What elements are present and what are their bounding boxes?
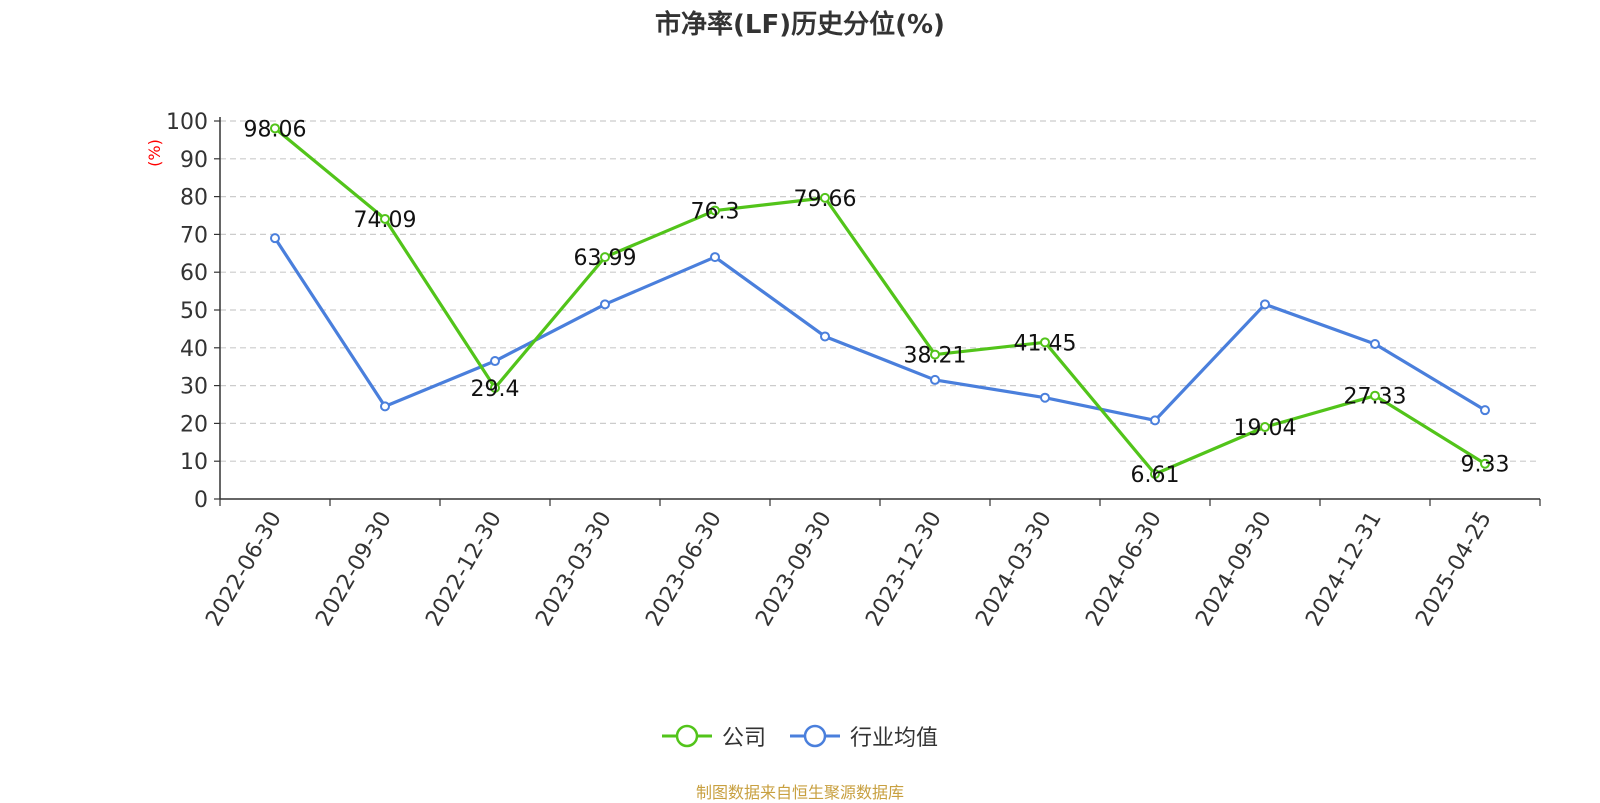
data-label: 98.06 xyxy=(244,117,307,142)
x-tick-label: 2022-06-30 xyxy=(201,507,287,630)
data-point[interactable] xyxy=(1370,390,1380,401)
data-point[interactable] xyxy=(1040,337,1050,348)
data-point[interactable] xyxy=(710,252,720,263)
y-tick-label: 60 xyxy=(180,261,208,286)
x-tick-label: 2024-12-31 xyxy=(1301,507,1387,630)
y-tick-label: 20 xyxy=(180,412,208,437)
data-label: 6.61 xyxy=(1131,463,1180,488)
data-point[interactable] xyxy=(820,192,830,203)
data-point[interactable] xyxy=(1150,469,1160,480)
grid-lines xyxy=(220,120,1540,462)
y-tick-label: 100 xyxy=(166,110,208,135)
data-label: 9.33 xyxy=(1461,453,1510,478)
legend-symbol xyxy=(661,724,712,748)
data-point[interactable] xyxy=(270,123,280,134)
data-point[interactable] xyxy=(930,349,940,360)
data-point[interactable] xyxy=(1370,339,1380,350)
x-tick-label: 2024-03-30 xyxy=(971,507,1057,630)
y-tick-label: 30 xyxy=(180,375,208,400)
data-point[interactable] xyxy=(1260,422,1270,433)
data-point[interactable] xyxy=(490,356,500,367)
y-axis-label: (%) xyxy=(145,139,164,167)
data-point[interactable] xyxy=(1260,299,1270,310)
y-tick-label: 80 xyxy=(180,186,208,211)
legend-item[interactable]: 公司 xyxy=(661,720,766,752)
data-label: 27.33 xyxy=(1344,385,1407,410)
legend: 公司 行业均值 xyxy=(0,720,1600,752)
y-tick-label: 0 xyxy=(194,488,208,513)
chart-title: 市净率(LF)历史分位(%) xyxy=(655,10,945,40)
y-tick-label: 10 xyxy=(180,450,208,475)
data-point[interactable] xyxy=(930,374,940,385)
y-tick-label: 70 xyxy=(180,223,208,248)
x-tick-label: 2023-09-30 xyxy=(751,507,837,630)
x-tick-label: 2023-03-30 xyxy=(531,507,617,630)
data-label: 41.45 xyxy=(1014,331,1077,356)
data-point[interactable] xyxy=(490,382,500,393)
x-tick-label: 2023-12-30 xyxy=(861,507,947,630)
data-label: 19.04 xyxy=(1234,416,1297,441)
y-tick-label: 90 xyxy=(180,148,208,173)
x-tick-label: 2022-09-30 xyxy=(311,507,397,630)
x-tick-label: 2024-09-30 xyxy=(1191,507,1277,630)
x-tick-label: 2022-12-30 xyxy=(421,507,507,630)
data-label: 38.21 xyxy=(904,344,967,369)
series-line xyxy=(273,127,1486,476)
legend-label: 行业均值 xyxy=(850,726,939,751)
data-point[interactable] xyxy=(270,233,280,244)
data-point[interactable] xyxy=(380,401,390,412)
legend-symbol xyxy=(790,724,840,748)
x-tick-label: 2023-06-30 xyxy=(641,507,727,630)
series-line xyxy=(273,237,1486,422)
data-point[interactable] xyxy=(380,213,390,224)
data-point[interactable] xyxy=(1040,392,1050,403)
x-tick-label: 2025-04-25 xyxy=(1411,507,1497,630)
data-label: 29.4 xyxy=(471,377,520,402)
data-label: 76.3 xyxy=(691,200,740,225)
data-point[interactable] xyxy=(1480,458,1490,469)
legend-item[interactable]: 行业均值 xyxy=(790,720,938,752)
data-labels: 98.06 74.09 29.4 63.99 76.3 79.66 38.21 41.45 6.… xyxy=(244,117,1510,488)
series xyxy=(270,123,1490,480)
data-point[interactable] xyxy=(820,331,830,342)
data-point[interactable] xyxy=(600,299,610,310)
y-tick-label: 40 xyxy=(180,337,208,362)
data-point[interactable] xyxy=(710,205,720,216)
legend-label: 公司 xyxy=(721,726,766,751)
data-point[interactable] xyxy=(1150,415,1160,426)
x-tick-label: 2024-06-30 xyxy=(1081,507,1167,630)
y-tick-label: 50 xyxy=(180,299,208,324)
data-point[interactable] xyxy=(1480,405,1490,416)
data-label: 74.09 xyxy=(354,208,417,233)
source-note: 制图数据来自恒生聚源数据库 xyxy=(695,783,904,802)
data-label: 79.66 xyxy=(794,187,857,212)
data-label: 63.99 xyxy=(574,246,637,271)
data-point[interactable] xyxy=(600,252,610,263)
